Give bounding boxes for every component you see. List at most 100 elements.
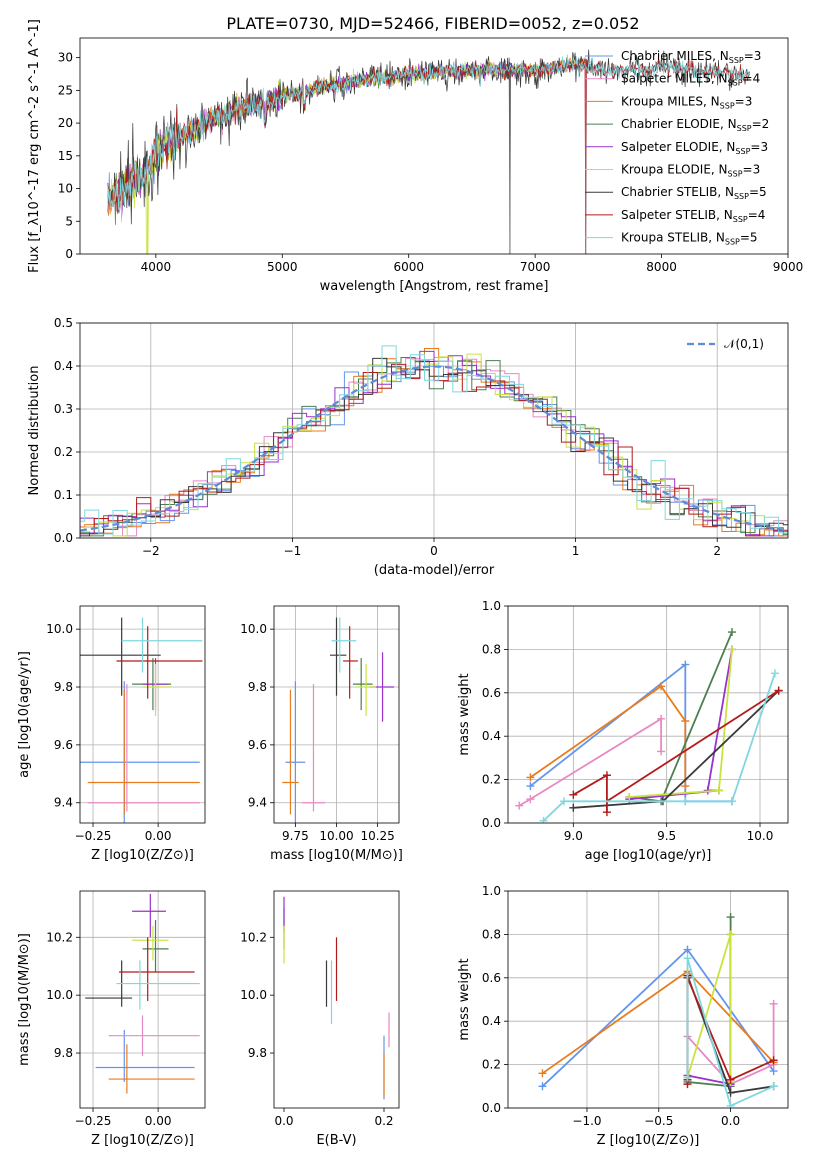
y-tick-label: 25 <box>58 83 73 97</box>
y-axis-label: Flux [f_λ10^-17 erg cm^-2 s^-1 A^-1] <box>27 19 42 273</box>
x-axis-label: age [log10(age/yr)] <box>585 848 712 863</box>
legend-entry: Salpeter STELIB, NSSP=4 <box>621 208 765 224</box>
y-tick-label: 20 <box>58 116 73 130</box>
y-tick-label: 0.3 <box>54 402 73 416</box>
legend-rest: =3 <box>744 49 762 63</box>
x-axis-label: wavelength [Angstrom, rest frame] <box>320 279 549 294</box>
y-tick-label: 9.8 <box>248 1046 267 1060</box>
weight-series-9 <box>686 958 774 1108</box>
weight-series-9 <box>542 673 776 822</box>
y-axis-label: mass weight <box>457 958 472 1040</box>
x-tick-label: 10.00 <box>319 829 353 843</box>
y-axis-label: age [log10(age/yr)] <box>17 651 32 778</box>
spectrum-series-8 <box>107 57 750 254</box>
errorbars <box>282 617 395 823</box>
y-tick-label: 0.2 <box>482 1058 501 1072</box>
x-tick-label: 0.0 <box>721 1114 740 1128</box>
y-axis-label: mass weight <box>457 673 472 755</box>
y-tick-label: 0.5 <box>54 316 73 330</box>
weight-vs-age-panel: 9.0 9.5 10.0 0.0 0.2 0.4 0.6 0.8 1.0 age [log10(a… <box>457 599 789 863</box>
weight-marker <box>657 747 666 756</box>
weight-marker <box>769 999 778 1008</box>
legend-rest: =5 <box>749 185 767 199</box>
legend-entry: Chabrier STELIB, NSSP=5 <box>621 185 767 201</box>
x-axis-label: Z [log10(Z/Z⊙)] <box>91 1133 194 1148</box>
histogram-series-5 <box>80 350 788 537</box>
x-axis-label: Z [log10(Z/Z⊙)] <box>91 848 194 863</box>
errorbars <box>85 893 200 1094</box>
legend-subscript: SSP <box>735 147 750 156</box>
axes-frame <box>79 605 206 824</box>
legend-rest: =4 <box>743 72 761 86</box>
weight-marker <box>726 1075 735 1084</box>
legend-entry: Kroupa ELODIE, NSSP=3 <box>621 163 760 179</box>
y-tick-label: 9.6 <box>54 738 73 752</box>
legend-subscript: SSP <box>728 170 743 179</box>
axes-frame <box>273 890 400 1109</box>
weight-marker <box>602 808 611 817</box>
weight-marker <box>770 669 779 678</box>
weight-lines <box>515 628 783 823</box>
legend-subscript: SSP <box>733 215 748 224</box>
legend-entry: Kroupa MILES, NSSP=3 <box>621 94 752 110</box>
x-tick-label: 1 <box>572 544 580 558</box>
legend-entry: Salpeter MILES, NSSP=4 <box>621 72 760 88</box>
weight-series-2 <box>686 1003 775 1086</box>
y-tick-label: 15 <box>58 149 73 163</box>
x-tick-label: 9.5 <box>657 829 676 843</box>
legend-entry: Salpeter ELODIE, NSSP=3 <box>621 140 768 156</box>
errorbars <box>80 617 203 823</box>
legend-subscript: SSP <box>725 238 740 247</box>
legend-rest: =2 <box>752 117 770 131</box>
y-axis-label: mass [log10(M/M⊙)] <box>17 933 32 1066</box>
y-tick-label: 0.6 <box>482 686 501 700</box>
y-tick-label: 9.6 <box>248 738 267 752</box>
y-axis-label: Normed distribution <box>27 366 42 496</box>
weight-series-6 <box>629 649 733 798</box>
x-tick-label: 0.00 <box>145 829 172 843</box>
legend-entry: 𝒩(0,1) <box>724 337 764 351</box>
legend-entry: Chabrier MILES, NSSP=3 <box>621 49 761 65</box>
weight-marker <box>657 682 666 691</box>
errorbars <box>283 896 390 1100</box>
normal-curve <box>80 365 788 532</box>
x-tick-label: −1 <box>284 544 302 558</box>
weight-marker <box>769 1082 778 1091</box>
weight-marker <box>526 795 535 804</box>
y-tick-label: 0.4 <box>54 359 73 373</box>
x-tick-label: 0.2 <box>374 1114 393 1128</box>
x-axis-label: Z [log10(Z/Z⊙)] <box>597 1133 700 1148</box>
y-tick-label: 0.4 <box>482 729 501 743</box>
weight-marker <box>625 792 634 801</box>
x-tick-label: 9.75 <box>282 829 309 843</box>
x-tick-label: 9.0 <box>564 829 583 843</box>
y-tick-label: 30 <box>58 51 73 65</box>
y-tick-label: 0.6 <box>482 971 501 985</box>
weight-marker <box>569 803 578 812</box>
y-tick-label: 10.2 <box>46 930 73 944</box>
weight-marker <box>683 954 692 963</box>
weight-marker <box>769 1056 778 1065</box>
x-tick-label: 0.0 <box>274 1114 293 1128</box>
x-tick-label: 8000 <box>646 260 677 274</box>
weight-marker <box>602 771 611 780</box>
axes-frame <box>507 605 789 824</box>
weight-marker <box>728 797 736 806</box>
weight-marker <box>515 801 524 810</box>
histograms <box>80 345 788 537</box>
y-tick-label: 1.0 <box>482 599 501 613</box>
y-tick-label: 0.8 <box>482 927 501 941</box>
weight-series-2 <box>518 717 662 807</box>
x-axis-label: E(B-V) <box>316 1133 356 1148</box>
legend-rest: =5 <box>740 231 758 245</box>
weight-vs-z-panel: −1.0 −0.5 0.0 0.0 0.2 0.4 0.6 0.8 1.0 Z [log10(Z/… <box>457 884 789 1148</box>
x-tick-label: −2 <box>142 544 160 558</box>
y-tick-label: 0.0 <box>54 531 73 545</box>
mass-vs-z-panel: −0.25 0.00 9.8 10.0 10.2 Z [log10(Z/Z⊙)] mass … <box>17 890 206 1148</box>
legend-subscript: SSP <box>729 56 744 65</box>
age-vs-z-panel: −0.25 0.00 9.4 9.6 9.8 10.0 Z [log10(Z/Z⊙)] age… <box>17 605 206 863</box>
y-tick-label: 5 <box>65 214 73 228</box>
figure-title: PLATE=0730, MJD=52466, FIBERID=0052, z=0… <box>226 14 639 33</box>
legend-subscript: SSP <box>737 124 752 133</box>
